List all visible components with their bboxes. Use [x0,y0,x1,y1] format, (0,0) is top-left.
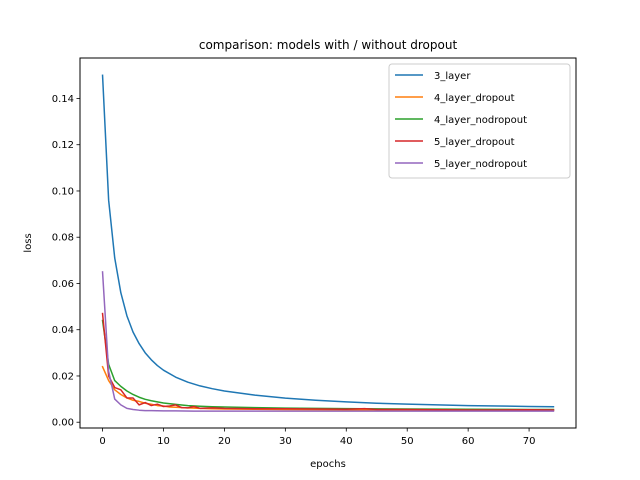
legend-label: 5_layer_dropout [434,137,515,148]
series-line-3-layer [101,74,555,408]
y-axis: 0.00 0.02 0.04 0.06 0.08 0.10 0.12 0.14 [52,94,80,429]
x-axis: 0 10 20 30 40 50 60 70 [99,428,535,447]
legend-label: 5_layer_nodropout [434,159,527,170]
plot-frame [79,57,577,429]
x-tick-label: 70 [523,436,536,447]
y-tick-label: 0.00 [52,418,74,429]
x-tick-label: 30 [279,436,292,447]
series-line-5-layer-nodropout [101,271,555,412]
series-layer [101,74,555,412]
legend-label: 4_layer_dropout [434,93,515,104]
legend-box [388,63,571,179]
series-line-5-layer-dropout [101,312,555,411]
x-tick-label: 20 [218,436,231,447]
legend: 3_layer 4_layer_dropout 4_layer_nodropout 5… [388,63,571,179]
x-tick-label: 40 [340,436,353,447]
x-tick-label: 50 [401,436,414,447]
x-axis-label: epochs [310,459,346,470]
y-tick-label: 0.06 [52,279,74,290]
y-tick-label: 0.02 [52,371,74,382]
y-tick-label: 0.14 [52,94,74,105]
y-axis-label: loss [23,233,34,252]
y-tick-label: 0.12 [52,140,74,151]
x-tick-label: 60 [462,436,475,447]
legend-label: 3_layer [434,71,471,82]
x-tick-label: 10 [157,436,170,447]
chart-title: comparison: models with / without dropou… [199,38,458,52]
x-tick-label: 0 [99,436,105,447]
legend-label: 4_layer_nodropout [434,115,527,126]
y-tick-label: 0.08 [52,233,74,244]
y-tick-label: 0.04 [52,325,74,336]
y-tick-label: 0.10 [52,186,74,197]
